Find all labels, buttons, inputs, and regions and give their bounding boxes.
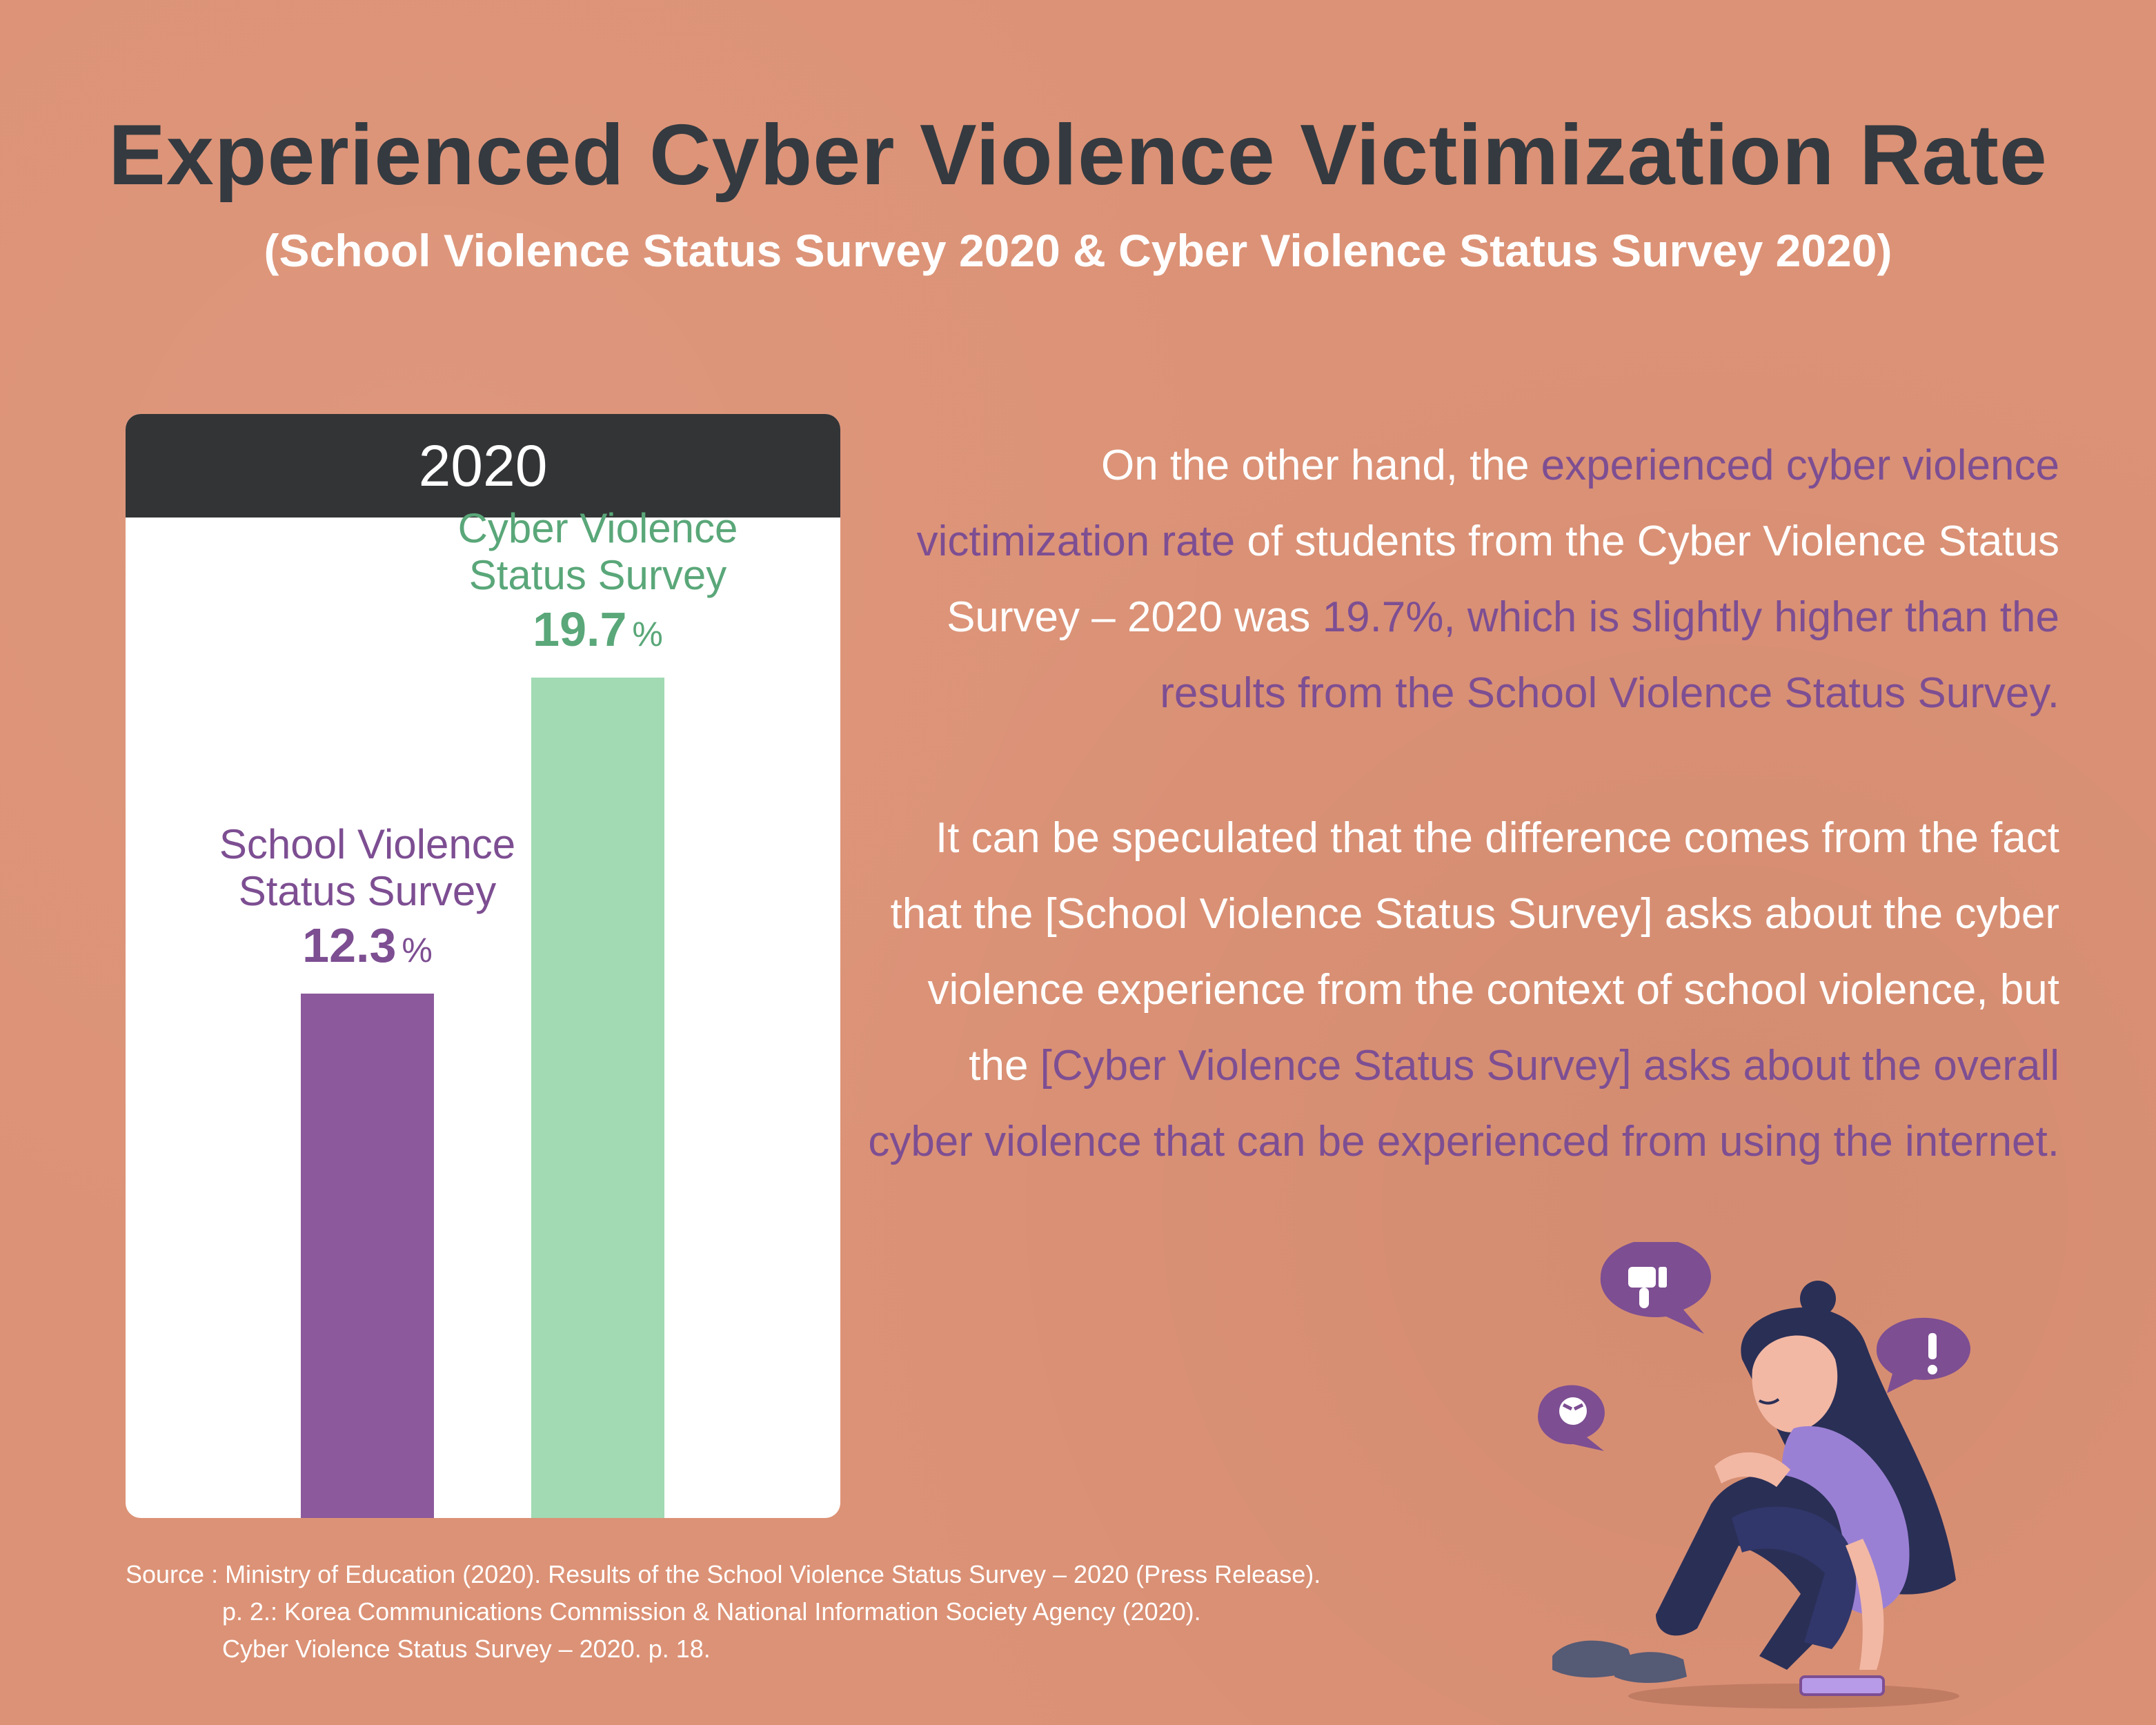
source-citation: Source : Ministry of Education (2020). R… [126,1556,1321,1668]
knee [1732,1506,1857,1649]
phone [1799,1675,1885,1696]
source-line: Source : Ministry of Education (2020). R… [126,1560,1321,1588]
bar-value-school-violence: 12.3% [232,918,503,978]
bar-value-number: 12.3 [302,918,397,972]
bar-label-line: Status Survey [468,552,727,599]
sad-girl-with-phone-illustration [1538,1242,1970,1708]
arm [1846,1539,1884,1670]
angry-bubble-icon [1538,1385,1605,1451]
hair-bun [1800,1281,1836,1317]
closed-eye [1759,1398,1780,1405]
bar-value-unit: % [402,930,433,969]
bar-value-cyber-violence: 19.7% [462,602,733,662]
face [1752,1335,1838,1432]
bar-value-unit: % [632,615,663,654]
bar-school-violence [301,993,434,1518]
paragraph-text: of students from the Cyber Violence Stat… [947,518,2059,641]
paragraph-text: It can be speculated that the difference… [890,814,2059,1090]
alert-bubble-icon [1876,1317,1970,1393]
dislike-bubble-icon [1600,1242,1711,1334]
bar-label-school-violence: School Violence Status Survey [177,821,558,915]
page-subtitle: (School Violence Status Survey 2020 & Cy… [264,225,1892,276]
bar-value-number: 19.7 [533,602,627,657]
paragraph-highlight: experienced cyber violence victimization… [916,442,2059,565]
page-title: Experienced Cyber Violence Victimization… [108,108,2048,203]
bar-label-line: Status Survey [238,867,497,914]
paragraph-victimization-rate: On the other hand, the experienced cyber… [873,428,2059,731]
paragraph-highlight: 19.7%, which is slightly higher than the… [1160,593,2059,717]
source-line: p. 2.: Korea Communications Commission &… [222,1597,1201,1626]
bar-label-line: School Violence [219,820,516,867]
ground-shadow [1628,1684,1959,1708]
bar-label-cyber-violence: Cyber Violence Status Survey [407,505,789,599]
bar-label-line: Cyber Violence [457,505,738,552]
bar-cyber-violence [531,678,664,1518]
paragraph-highlight: [Cyber Violence Status Survey] asks abou… [868,1042,2059,1165]
source-line: Cyber Violence Status Survey – 2020. p. … [222,1635,711,1663]
shoe-right [1614,1652,1687,1683]
paragraph-text: On the other hand, the [1100,442,1541,489]
chart-year-header: 2020 [126,414,840,518]
paragraph-speculation: It can be speculated that the difference… [866,800,2059,1180]
hand-on-knee [1714,1452,1790,1487]
chart-card: 2020 School Violence Status Survey 12.3%… [126,414,840,1518]
